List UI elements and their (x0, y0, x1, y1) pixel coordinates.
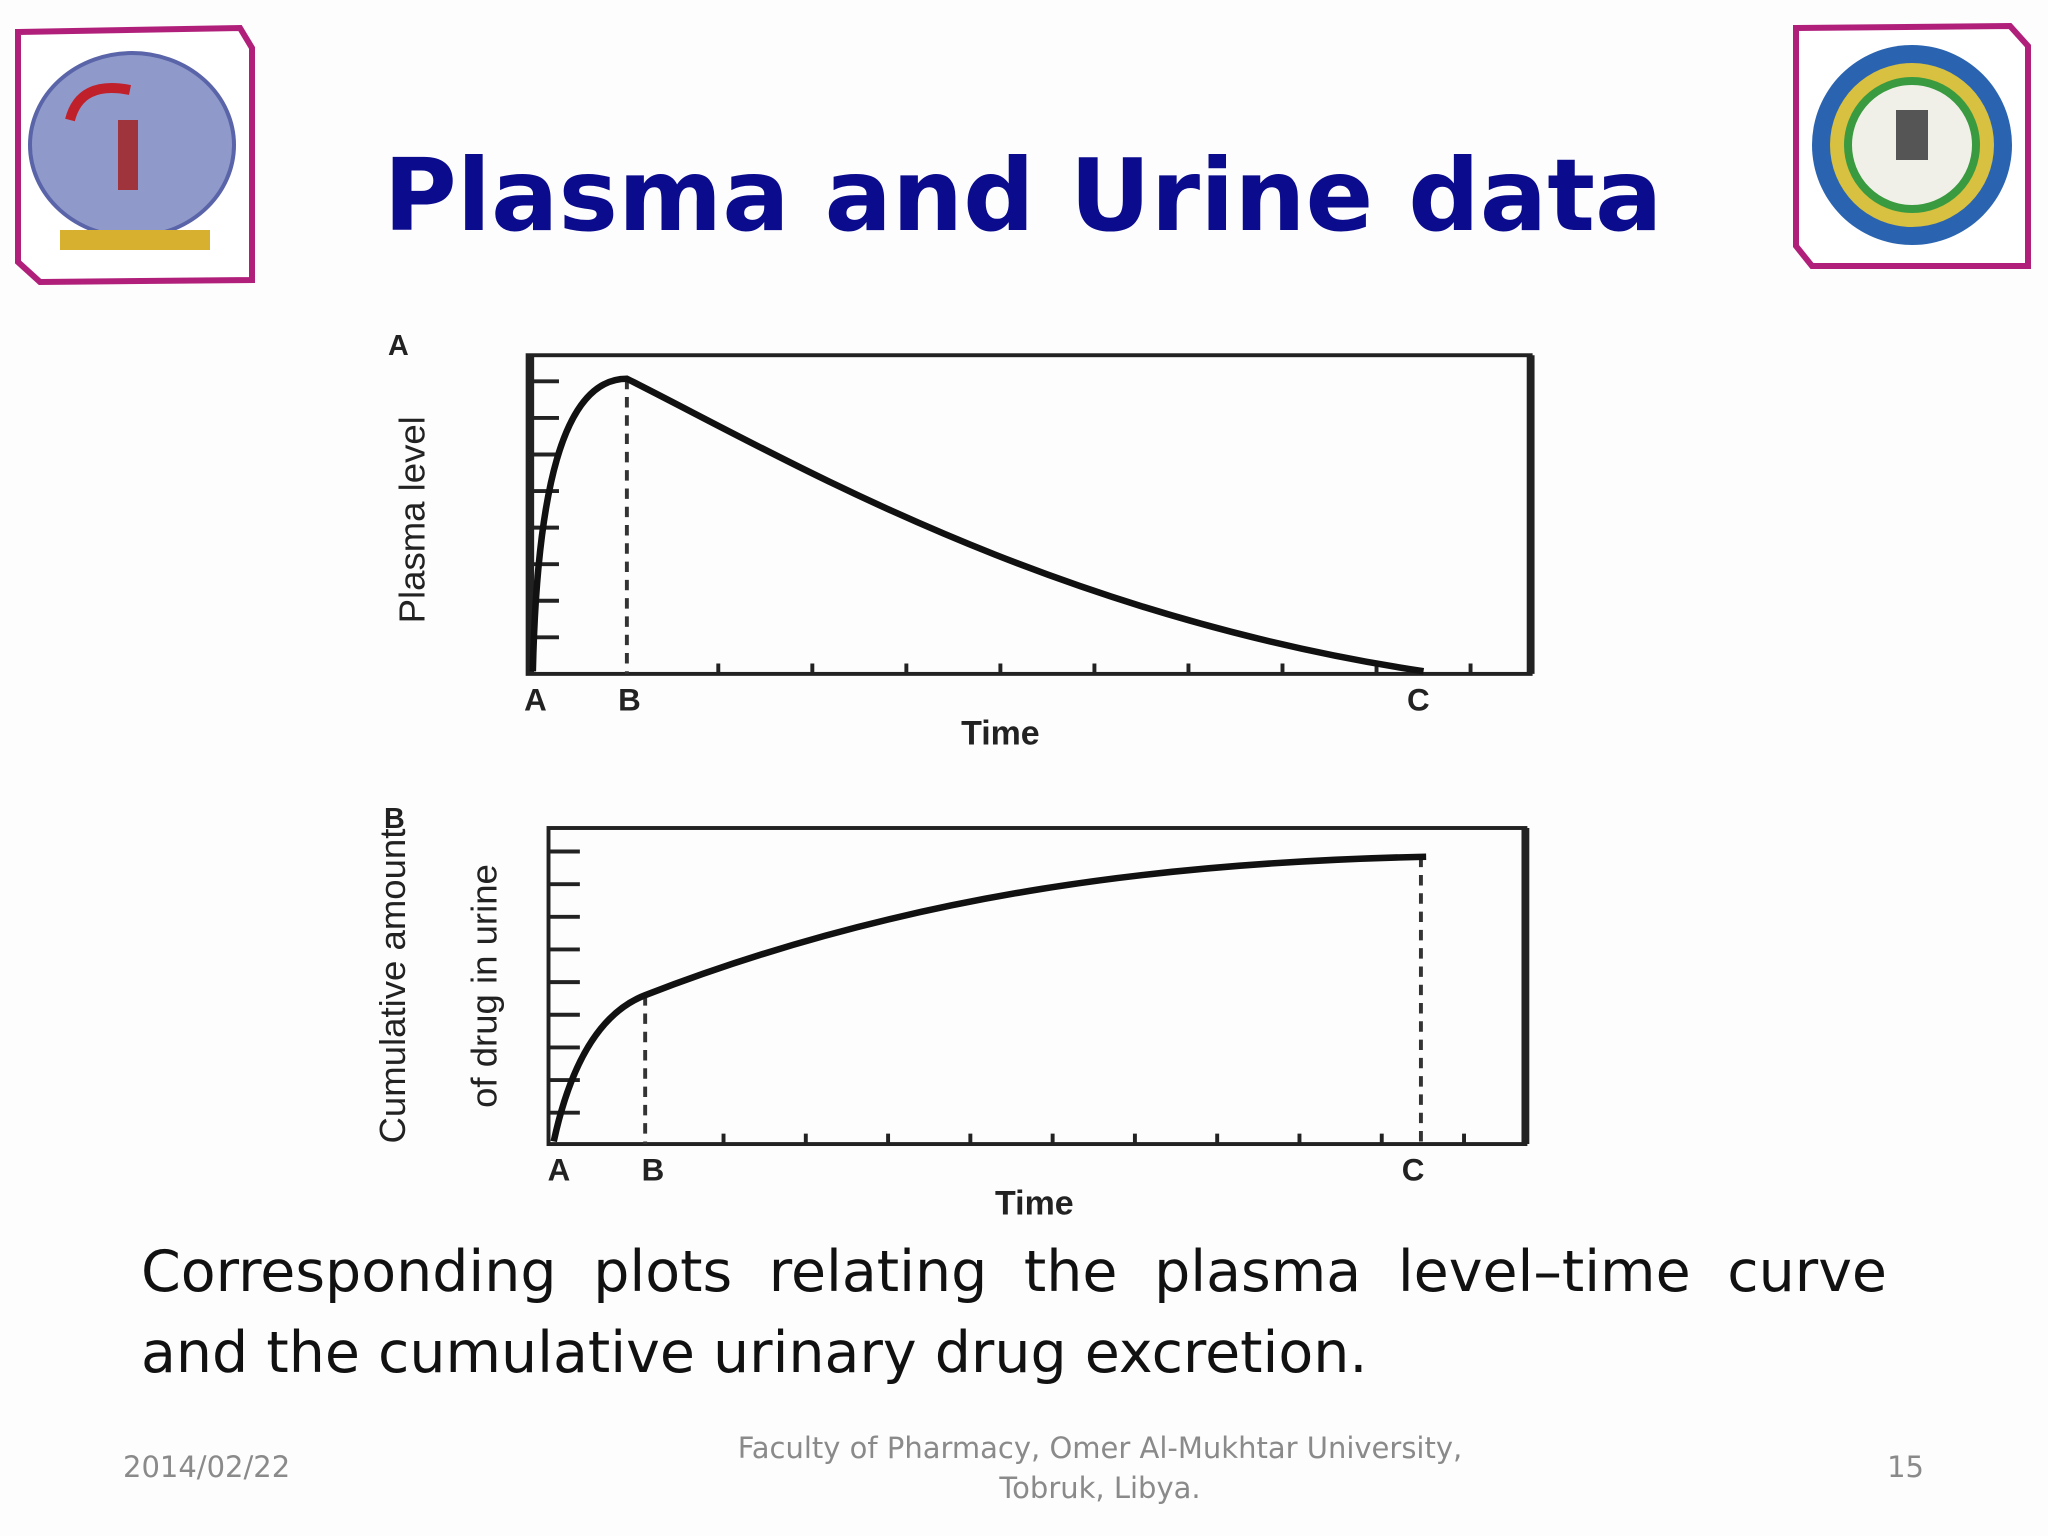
page-number: 15 (1887, 1450, 1924, 1484)
x-mark-label: B (618, 682, 641, 717)
footer-source-line: Tobruk, Libya. (999, 1471, 1201, 1505)
plasma-curve (529, 375, 1425, 675)
logo-right (1793, 22, 2031, 269)
panel-label: B (384, 803, 405, 835)
y-axis-label: Cumulative amount (372, 829, 413, 1144)
figures: A Plasma level A B C Time B Cumulative a… (372, 330, 1535, 1223)
x-axis-label: Time (961, 714, 1040, 752)
logo-left (15, 24, 255, 286)
x-mark-label: A (524, 682, 547, 717)
x-mark-label: B (642, 1153, 665, 1188)
tick-marks (530, 379, 1473, 674)
caption: Corresponding plots relating the plasma … (141, 1239, 1887, 1386)
figure-b: B Cumulative amount of drug in urine A B… (372, 803, 1530, 1223)
x-mark-label: C (1402, 1153, 1425, 1188)
footer-source-line: Faculty of Pharmacy, Omer Al-Mukhtar Uni… (737, 1431, 1463, 1465)
y-axis-label: of drug in urine (463, 864, 504, 1108)
footer-source: Faculty of Pharmacy, Omer Al-Mukhtar Uni… (700, 1428, 1500, 1508)
urine-curve (550, 853, 1427, 1143)
x-mark-label: A (548, 1153, 571, 1188)
x-mark-label: C (1407, 682, 1430, 717)
plot-frame (546, 826, 1528, 1147)
x-axis-label: Time (995, 1185, 1074, 1223)
slide-title: Plasma and Urine data (383, 137, 1662, 254)
figure-a: A Plasma level A B C Time (388, 330, 1535, 752)
panel-label: A (388, 330, 409, 362)
footer-date: 2014/02/22 (123, 1450, 291, 1484)
y-axis-label: Plasma level (391, 416, 432, 623)
